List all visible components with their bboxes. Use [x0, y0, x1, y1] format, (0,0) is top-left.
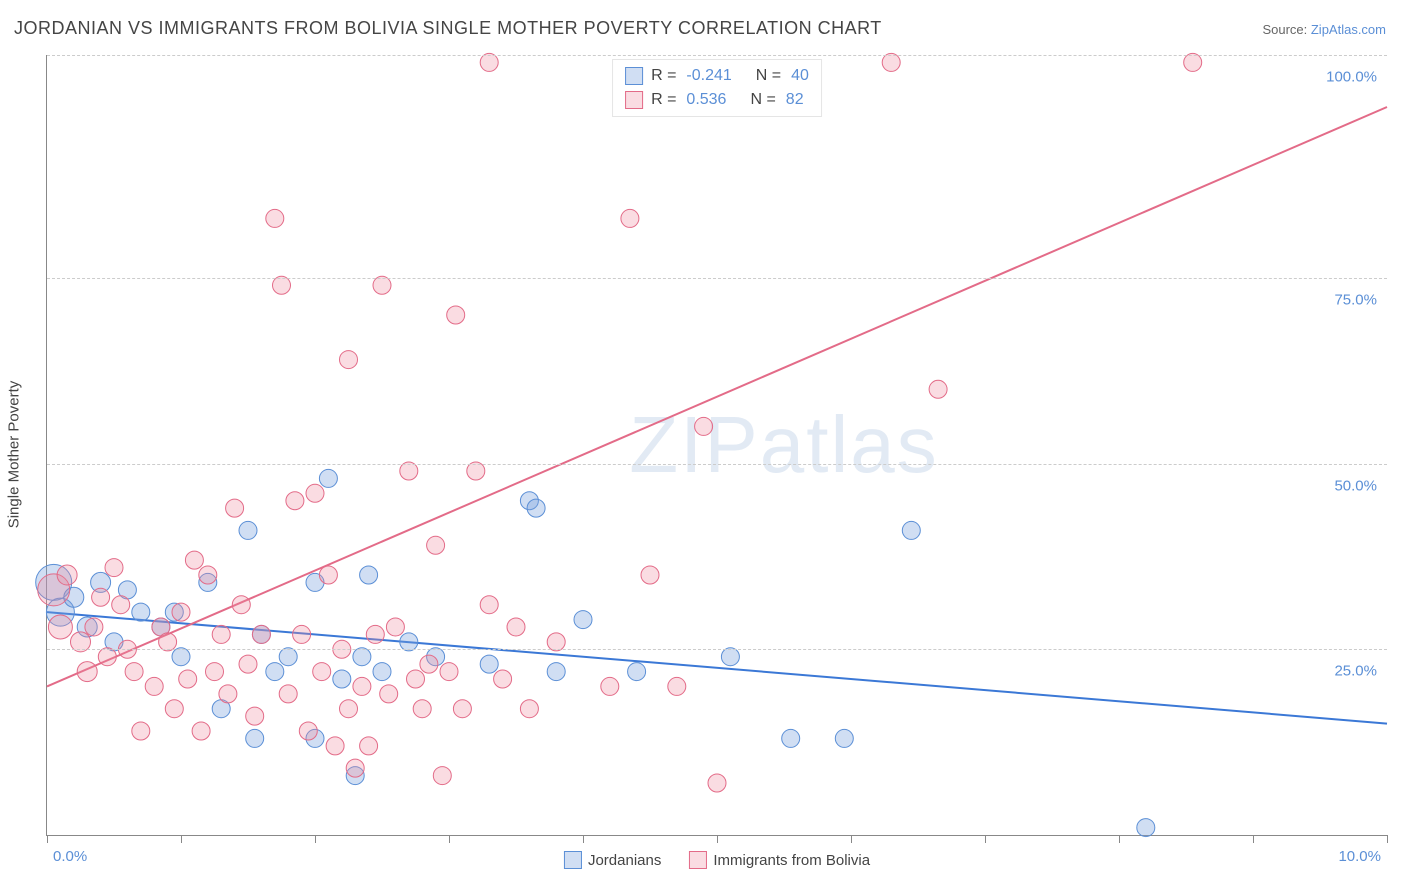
x-tick-label: 10.0% [1338, 848, 1381, 865]
r-label-1: R = [651, 64, 676, 88]
chart-title: JORDANIAN VS IMMIGRANTS FROM BOLIVIA SIN… [14, 18, 882, 39]
legend-item-2: Immigrants from Bolivia [689, 851, 870, 869]
stat-row-1: R = -0.241 N = 40 [625, 64, 809, 88]
plot-svg [47, 55, 1387, 835]
y-tick-label: 25.0% [1334, 663, 1377, 680]
n-label-2: N = [750, 88, 775, 112]
source-label: Source: [1262, 22, 1310, 37]
swatch-1 [625, 67, 643, 85]
y-tick-label: 50.0% [1334, 477, 1377, 494]
r-value-1: -0.241 [686, 64, 731, 88]
swatch-2 [625, 91, 643, 109]
r-value-2: 0.536 [686, 88, 726, 112]
source-credit: Source: ZipAtlas.com [1262, 22, 1386, 37]
n-value-2: 82 [786, 88, 804, 112]
y-axis-label: Single Mother Poverty [6, 381, 23, 529]
legend-item-1: Jordanians [564, 851, 661, 869]
source-link[interactable]: ZipAtlas.com [1311, 22, 1386, 37]
bottom-legend: Jordanians Immigrants from Bolivia [564, 851, 870, 869]
r-label-2: R = [651, 88, 676, 112]
x-tick-label: 0.0% [53, 848, 87, 865]
stat-legend: R = -0.241 N = 40 R = 0.536 N = 82 [612, 59, 822, 117]
legend-swatch-1 [564, 851, 582, 869]
n-value-1: 40 [791, 64, 809, 88]
n-label-1: N = [756, 64, 781, 88]
legend-label-2: Immigrants from Bolivia [713, 852, 870, 869]
plot-area: ZIPatlas R = -0.241 N = 40 R = 0.536 N =… [46, 55, 1387, 836]
stat-row-2: R = 0.536 N = 82 [625, 88, 809, 112]
y-tick-label: 75.0% [1334, 291, 1377, 308]
legend-label-1: Jordanians [588, 852, 661, 869]
legend-swatch-2 [689, 851, 707, 869]
y-tick-label: 100.0% [1326, 69, 1377, 86]
